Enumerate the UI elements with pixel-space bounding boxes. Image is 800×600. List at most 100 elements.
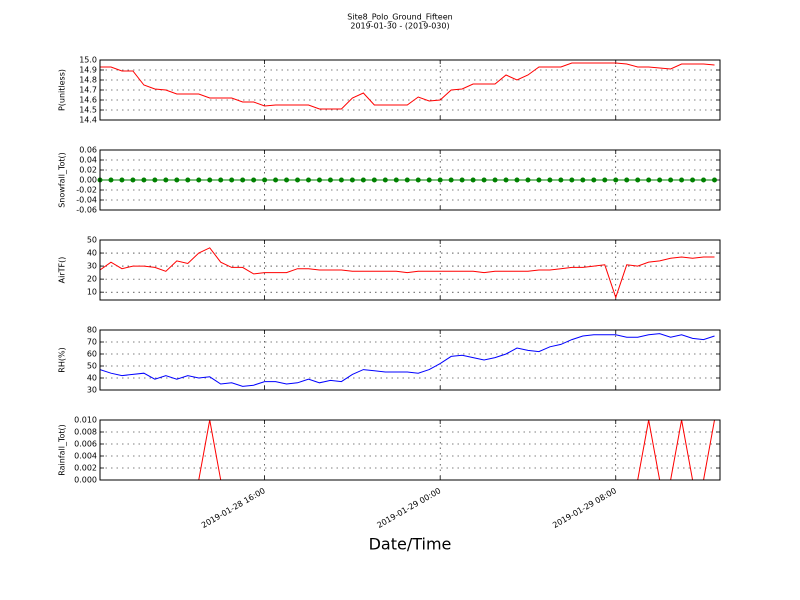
data-point xyxy=(624,177,630,183)
data-point xyxy=(404,177,410,183)
y-tick-label: 14.4 xyxy=(79,116,97,125)
y-tick-label: 0.006 xyxy=(74,440,97,449)
data-line xyxy=(100,62,715,110)
data-point xyxy=(185,177,191,183)
y-tick-label: 70 xyxy=(87,338,97,347)
data-point xyxy=(591,177,597,183)
x-tick-label: 2019-01-28 16:00 xyxy=(200,486,267,530)
y-tick-label: 14.9 xyxy=(79,66,97,75)
data-point xyxy=(393,177,399,183)
y-axis-label: P(unitless) xyxy=(58,69,67,111)
data-point xyxy=(712,177,718,183)
data-point xyxy=(196,177,202,183)
y-tick-label: 40 xyxy=(87,374,97,383)
data-point xyxy=(273,177,279,183)
chart-subtitle: 2019-01-30 - (2019-030) xyxy=(350,22,449,31)
y-tick-label: 0.004 xyxy=(74,452,97,461)
data-point xyxy=(360,177,366,183)
data-line xyxy=(100,419,716,481)
y-tick-label: 0.000 xyxy=(74,476,97,485)
y-tick-label: 60 xyxy=(87,350,97,359)
y-axis-label: AirTF() xyxy=(58,257,67,284)
data-point xyxy=(284,177,290,183)
plot-frame xyxy=(99,59,721,121)
y-axis-label: RH(%) xyxy=(58,347,67,372)
data-point xyxy=(646,177,652,183)
plot-frame xyxy=(99,329,721,391)
y-tick-label: 14.6 xyxy=(79,96,97,105)
plot-frame xyxy=(99,239,721,301)
plot-frame xyxy=(99,419,721,481)
y-tick-label: 14.5 xyxy=(79,106,97,115)
data-point xyxy=(316,177,322,183)
data-point xyxy=(349,177,355,183)
data-point xyxy=(119,177,125,183)
data-point xyxy=(470,177,476,183)
data-point xyxy=(338,177,344,183)
data-point xyxy=(514,177,520,183)
data-point xyxy=(174,177,180,183)
y-tick-label: 50 xyxy=(87,236,97,245)
data-point xyxy=(240,177,246,183)
y-tick-label: 30 xyxy=(87,262,97,271)
data-point xyxy=(382,177,388,183)
y-tick-label: 0.008 xyxy=(74,428,97,437)
data-point xyxy=(558,177,564,183)
x-tick-label: 2019-01-29 08:00 xyxy=(551,486,618,530)
plot-frame xyxy=(99,149,721,211)
data-line xyxy=(100,333,715,387)
data-point xyxy=(602,177,608,183)
y-axis-label: Snowfall_Tot() xyxy=(58,152,67,208)
data-point xyxy=(668,177,674,183)
data-point xyxy=(262,177,268,183)
data-point xyxy=(415,177,421,183)
data-point xyxy=(295,177,301,183)
data-point xyxy=(547,177,553,183)
data-point xyxy=(108,177,114,183)
y-tick-label: -0.04 xyxy=(76,196,97,205)
data-point xyxy=(207,177,213,183)
data-point xyxy=(371,177,377,183)
data-point xyxy=(580,177,586,183)
data-point xyxy=(437,177,443,183)
y-tick-label: 0.010 xyxy=(74,416,97,425)
data-point xyxy=(701,177,707,183)
data-point xyxy=(679,177,685,183)
data-point xyxy=(503,177,509,183)
data-point xyxy=(229,177,235,183)
y-tick-label: 0.04 xyxy=(79,156,97,165)
data-point xyxy=(525,177,531,183)
data-line xyxy=(100,247,715,299)
data-point xyxy=(305,177,311,183)
y-tick-label: -0.02 xyxy=(76,186,97,195)
data-point xyxy=(152,177,158,183)
y-axis-label: Rainfall_Tot() xyxy=(58,424,67,476)
data-point xyxy=(569,177,575,183)
data-point xyxy=(327,177,333,183)
data-point xyxy=(635,177,641,183)
data-point xyxy=(657,177,663,183)
x-axis-label: Date/Time xyxy=(369,535,452,554)
data-point xyxy=(690,177,696,183)
data-point xyxy=(218,177,224,183)
data-point xyxy=(426,177,432,183)
y-tick-label: 0.002 xyxy=(74,464,97,473)
data-point xyxy=(459,177,465,183)
y-tick-label: -0.06 xyxy=(76,206,97,215)
y-tick-label: 20 xyxy=(87,275,97,284)
y-tick-label: 14.8 xyxy=(79,76,97,85)
data-point xyxy=(163,177,169,183)
y-tick-label: 10 xyxy=(87,288,97,297)
y-tick-label: 50 xyxy=(87,362,97,371)
data-point xyxy=(141,177,147,183)
y-tick-label: 15.0 xyxy=(79,56,97,65)
y-tick-label: 0.00 xyxy=(79,176,97,185)
y-tick-label: 0.06 xyxy=(79,146,97,155)
data-point xyxy=(481,177,487,183)
data-point xyxy=(613,177,619,183)
y-tick-label: 40 xyxy=(87,249,97,258)
chart-title: Site8_Polo_Ground_Fifteen xyxy=(347,13,452,22)
data-point xyxy=(536,177,542,183)
data-point xyxy=(130,177,136,183)
